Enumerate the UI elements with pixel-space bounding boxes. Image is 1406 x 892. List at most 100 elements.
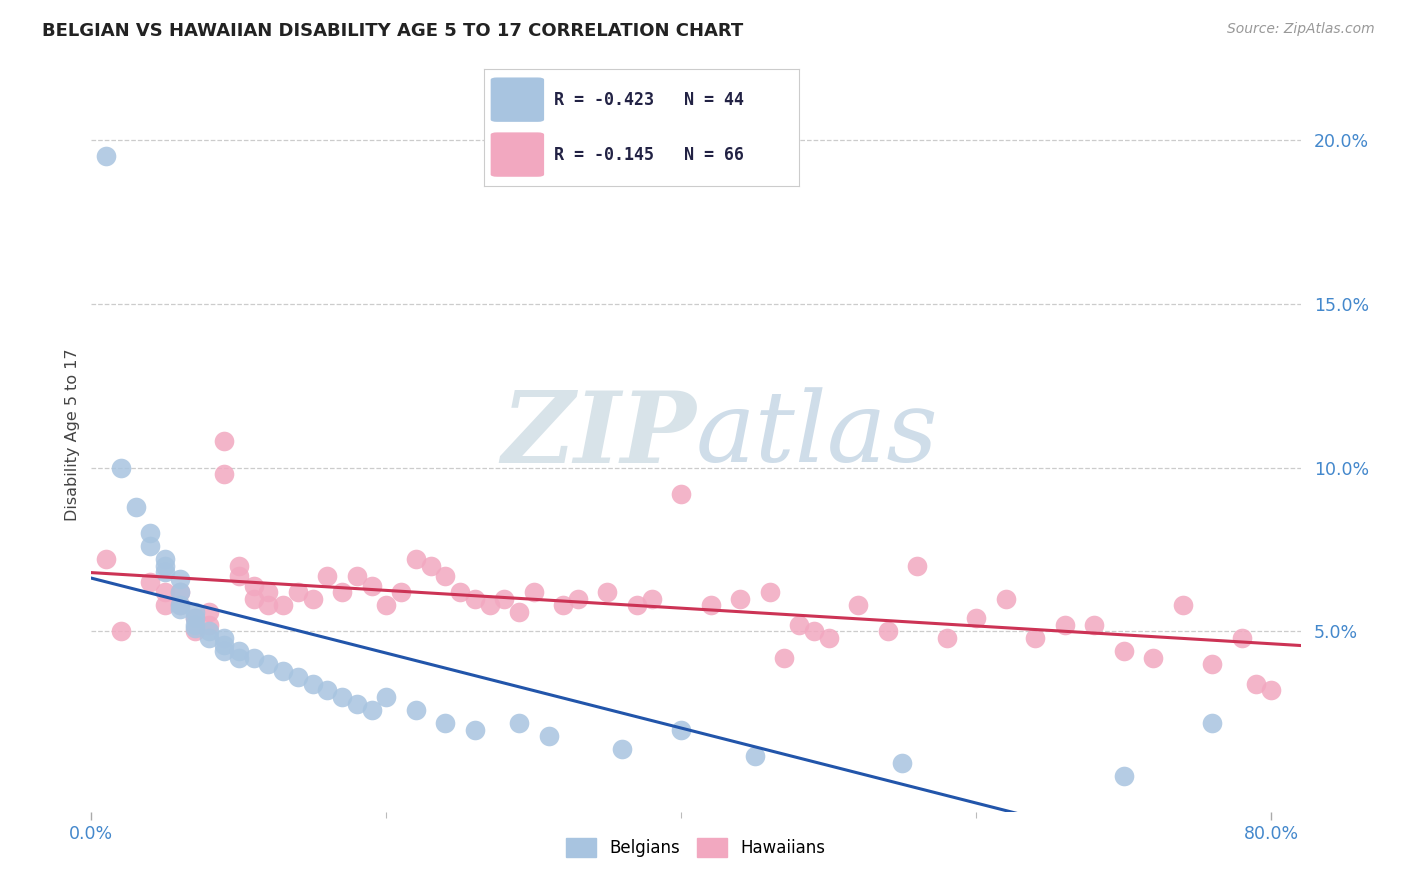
Point — [212, 631, 235, 645]
Point — [935, 631, 957, 645]
Point — [183, 621, 205, 635]
Point — [891, 756, 914, 770]
Point — [212, 434, 235, 449]
Point — [817, 631, 839, 645]
Point — [671, 487, 693, 501]
Point — [626, 599, 648, 613]
Point — [257, 585, 280, 599]
Point — [212, 467, 235, 482]
Text: BELGIAN VS HAWAIIAN DISABILITY AGE 5 TO 17 CORRELATION CHART: BELGIAN VS HAWAIIAN DISABILITY AGE 5 TO … — [42, 22, 744, 40]
Point — [124, 500, 146, 514]
Point — [965, 611, 987, 625]
Point — [169, 585, 191, 599]
Point — [389, 585, 412, 599]
Point — [478, 599, 501, 613]
Point — [242, 650, 264, 665]
Point — [434, 716, 457, 731]
Point — [803, 624, 825, 639]
Point — [153, 566, 176, 580]
Point — [169, 599, 191, 613]
Point — [1201, 657, 1223, 672]
Point — [1142, 650, 1164, 665]
Point — [523, 585, 546, 599]
Point — [375, 599, 398, 613]
Point — [1246, 677, 1268, 691]
Point — [464, 591, 486, 606]
Point — [537, 730, 560, 744]
Point — [876, 624, 898, 639]
Point — [153, 558, 176, 573]
Point — [787, 618, 810, 632]
Point — [360, 703, 382, 717]
Point — [508, 605, 530, 619]
Legend: Belgians, Hawaiians: Belgians, Hawaiians — [560, 831, 832, 863]
Point — [169, 599, 191, 613]
Point — [567, 591, 589, 606]
Point — [405, 703, 427, 717]
Point — [773, 650, 796, 665]
Point — [419, 558, 441, 573]
Point — [641, 591, 664, 606]
Point — [494, 591, 516, 606]
Point — [1024, 631, 1046, 645]
Point — [1260, 683, 1282, 698]
Point — [198, 605, 221, 619]
Point — [612, 742, 634, 756]
Point — [94, 552, 117, 566]
Point — [301, 591, 323, 606]
Y-axis label: Disability Age 5 to 17: Disability Age 5 to 17 — [65, 349, 80, 521]
Point — [728, 591, 751, 606]
Point — [110, 624, 132, 639]
Point — [1112, 644, 1135, 658]
Point — [257, 657, 280, 672]
Point — [153, 552, 176, 566]
Point — [1083, 618, 1105, 632]
Text: Source: ZipAtlas.com: Source: ZipAtlas.com — [1227, 22, 1375, 37]
Point — [758, 585, 780, 599]
Point — [271, 599, 294, 613]
Point — [198, 631, 221, 645]
Point — [198, 624, 221, 639]
Point — [1230, 631, 1253, 645]
Point — [169, 585, 191, 599]
Point — [287, 670, 309, 684]
Point — [212, 638, 235, 652]
Point — [183, 611, 205, 625]
Point — [744, 749, 766, 764]
Point — [242, 591, 264, 606]
Point — [905, 558, 928, 573]
Point — [1171, 599, 1194, 613]
Point — [346, 697, 368, 711]
Point — [169, 601, 191, 615]
Point — [464, 723, 486, 737]
Text: ZIP: ZIP — [501, 386, 696, 483]
Point — [405, 552, 427, 566]
Point — [94, 149, 117, 163]
Point — [596, 585, 619, 599]
Point — [1201, 716, 1223, 731]
Point — [1112, 769, 1135, 783]
Point — [301, 677, 323, 691]
Point — [228, 650, 250, 665]
Point — [316, 568, 339, 582]
Point — [271, 664, 294, 678]
Point — [699, 599, 721, 613]
Point — [346, 568, 368, 582]
Point — [994, 591, 1017, 606]
Point — [228, 558, 250, 573]
Point — [1053, 618, 1076, 632]
Point — [846, 599, 869, 613]
Point — [153, 585, 176, 599]
Point — [139, 539, 162, 553]
Point — [508, 716, 530, 731]
Point — [139, 575, 162, 590]
Point — [183, 624, 205, 639]
Point — [330, 690, 353, 704]
Point — [330, 585, 353, 599]
Point — [671, 723, 693, 737]
Point — [228, 644, 250, 658]
Point — [287, 585, 309, 599]
Point — [316, 683, 339, 698]
Point — [257, 599, 280, 613]
Point — [198, 618, 221, 632]
